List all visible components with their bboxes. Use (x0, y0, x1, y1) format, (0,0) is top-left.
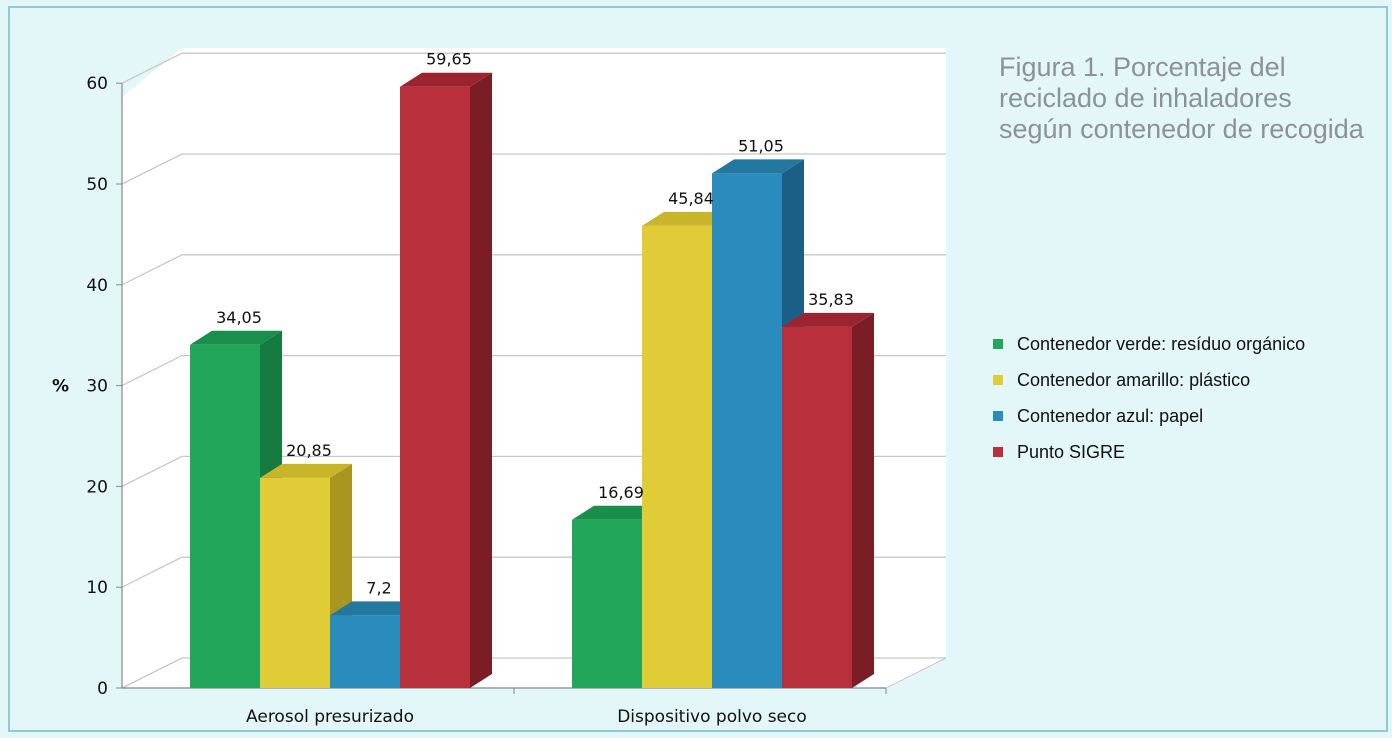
legend-label: Punto SIGRE (1017, 441, 1126, 462)
data-labels: 34,05 20,85 7,2 59,65 16,69 45,84 51,05 35,83 (216, 50, 854, 598)
legend-item: Punto SIGRE (993, 434, 1305, 470)
gridline (121, 153, 946, 185)
y-tick-label: 50 (86, 175, 108, 195)
bar-front (330, 615, 400, 688)
y-tick-label: 30 (86, 377, 108, 397)
bar (400, 72, 492, 688)
gridline (121, 52, 946, 84)
data-label: 34,05 (216, 308, 262, 327)
data-label: 45,84 (668, 189, 714, 208)
bar-side (470, 72, 492, 688)
legend-item: Contenedor verde: resíduo orgánico (993, 326, 1305, 362)
figure-frame (8, 6, 1388, 732)
legend-label: Contenedor amarillo: plástico (1017, 369, 1251, 390)
data-label: 7,2 (366, 578, 391, 597)
bar-top (190, 330, 282, 345)
legend: Contenedor verde: resíduo orgánico Conten… (993, 326, 1305, 470)
y-tick-label: 20 (86, 477, 108, 497)
bar-top (260, 463, 352, 478)
legend-swatch (993, 339, 1003, 349)
bar-top (572, 505, 664, 520)
bar-front (190, 344, 260, 688)
chart-title: Figura 1. Porcentaje del reciclado de in… (999, 52, 1364, 144)
y-tick-label: 10 (86, 578, 108, 598)
bar-top (782, 312, 874, 327)
data-label: 51,05 (738, 136, 784, 155)
axes: 0 10 20 30 40 50 60% Aerosol presurizado Disposi… (52, 74, 887, 727)
bars (190, 72, 874, 688)
bar-side (852, 312, 874, 688)
legend-label: Contenedor verde: resíduo orgánico (1017, 333, 1306, 354)
legend-swatch (993, 411, 1003, 421)
legend-label: Contenedor azul: papel (1017, 405, 1204, 426)
y-tick-label: 40 (86, 276, 108, 296)
y-tick-label: 0 (97, 679, 108, 699)
bar-front (572, 519, 642, 688)
bar-top (400, 72, 492, 87)
y-tick-label: 60 (86, 74, 108, 94)
legend-swatch (993, 447, 1003, 457)
data-label: 35,83 (808, 290, 854, 309)
legend-item: Contenedor amarillo: plástico (993, 362, 1305, 398)
bar-front (712, 173, 782, 688)
bar-front (400, 86, 470, 688)
x-tick-label: Aerosol presurizado (246, 707, 414, 727)
bar-top (712, 159, 804, 174)
bar-front (642, 225, 712, 688)
legend-item: Contenedor azul: papel (993, 398, 1305, 434)
bar-chart: 0 10 20 30 40 50 60% Aerosol presurizado Disposi… (52, 48, 947, 727)
bar-top (330, 601, 422, 616)
legend-swatch (993, 375, 1003, 385)
side-wall (122, 48, 182, 688)
bar-front (782, 326, 852, 688)
data-label: 20,85 (286, 441, 332, 460)
y-axis-label: % (52, 377, 69, 397)
bar-top (642, 211, 734, 226)
bar (782, 312, 874, 688)
x-tick-label: Dispositivo polvo seco (617, 707, 807, 727)
data-label: 59,65 (426, 50, 472, 69)
bar-front (260, 477, 330, 688)
data-label: 16,69 (598, 483, 644, 502)
